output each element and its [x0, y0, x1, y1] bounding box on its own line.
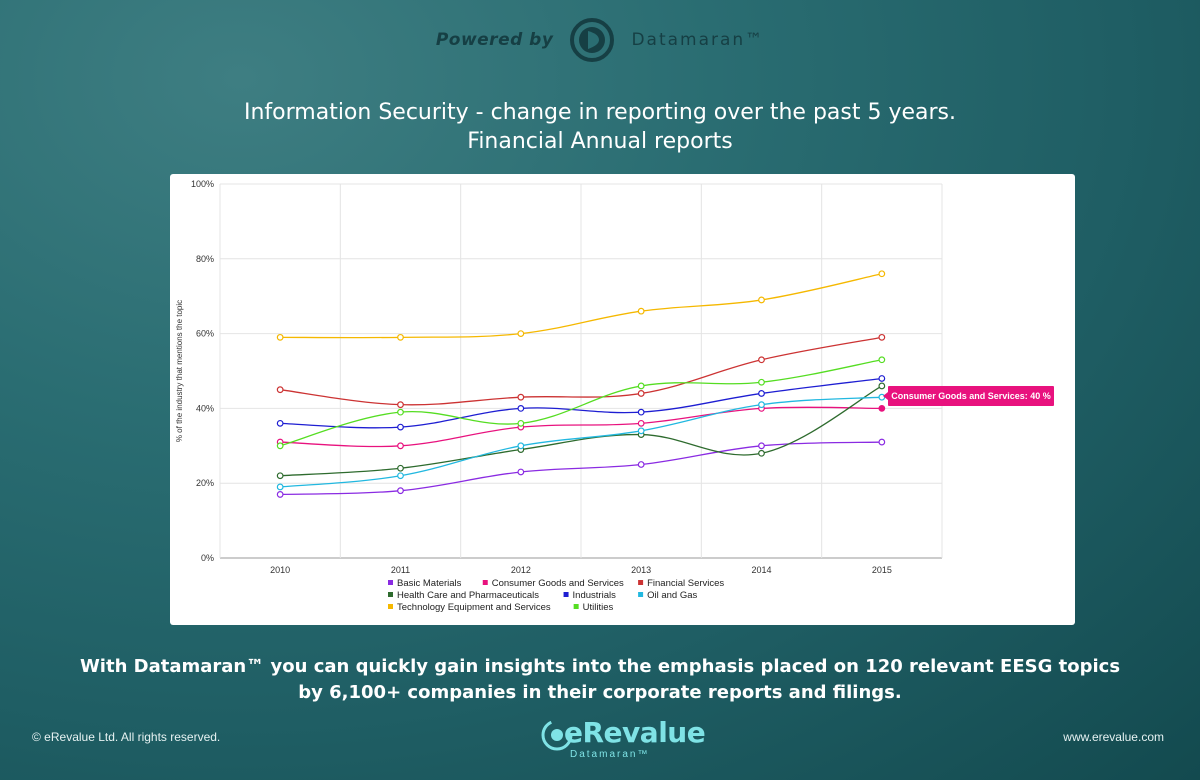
- erevalue-swirl-icon: [541, 719, 573, 751]
- data-point: [397, 472, 404, 480]
- website-link[interactable]: www.erevalue.com: [1063, 730, 1164, 744]
- data-point: [878, 356, 886, 364]
- series-line: [280, 273, 882, 339]
- chart-title-line1: Information Security - change in reporti…: [243, 100, 957, 125]
- data-point: [517, 442, 525, 450]
- data-point: [397, 333, 404, 341]
- data-point: [637, 408, 645, 416]
- y-tick-label: 0%: [201, 553, 214, 563]
- data-point: [637, 390, 645, 397]
- data-point: [758, 442, 765, 450]
- data-point: [758, 296, 765, 304]
- x-tick-label: 2012: [511, 565, 531, 575]
- y-tick-label: 20%: [196, 478, 214, 488]
- promo-text-line2: by 6,100+ companies in their corporate r…: [298, 682, 902, 703]
- data-point: [276, 419, 284, 427]
- data-point: [758, 401, 765, 409]
- legend-label: Utilities: [583, 602, 614, 613]
- data-point: [758, 390, 765, 397]
- legend-swatch: [563, 592, 569, 597]
- datamaran-logo-icon: [570, 18, 615, 62]
- data-point: [397, 464, 404, 472]
- data-point: [276, 386, 284, 394]
- data-point: [276, 333, 284, 341]
- data-point: [637, 419, 645, 427]
- data-point: [397, 442, 404, 450]
- legend-label: Basic Materials: [397, 578, 462, 589]
- data-point: [517, 393, 525, 401]
- legend-swatch: [573, 604, 579, 609]
- line-chart: 0% 20% 40% 60% 80% 100% 2010 2011 2012 2013 2014 20…: [175, 179, 943, 613]
- promo-text-line1: With Datamaran™ you can quickly gain ins…: [79, 656, 1121, 677]
- y-tick-label: 40%: [196, 403, 214, 413]
- powered-by-header: Powered by Datamaran™: [0, 16, 1200, 64]
- chart-title-line2: Financial Annual reports: [467, 129, 733, 154]
- data-point: [276, 483, 284, 491]
- data-point: [517, 404, 525, 412]
- data-point: [878, 404, 886, 412]
- y-tick-label: 100%: [191, 179, 214, 189]
- data-point: [517, 330, 525, 338]
- data-point: [758, 449, 765, 457]
- legend-label: Oil and Gas: [647, 590, 697, 601]
- data-point: [276, 491, 284, 498]
- data-point: [758, 356, 765, 364]
- data-point: [637, 461, 645, 468]
- copyright-text: © eRevalue Ltd. All rights reserved.: [32, 730, 221, 744]
- data-point: [637, 382, 645, 390]
- legend-label: Financial Services: [647, 578, 724, 589]
- data-point: [637, 427, 645, 435]
- x-tick-label: 2013: [631, 565, 651, 575]
- x-tick-label: 2010: [270, 565, 290, 575]
- data-point: [878, 375, 886, 382]
- data-point: [517, 419, 525, 427]
- y-axis-label: % of the industry that mentions the topi…: [175, 300, 184, 442]
- legend-swatch: [482, 580, 488, 585]
- legend-label: Industrials: [573, 590, 617, 601]
- legend-label: Consumer Goods and Services: [492, 578, 624, 589]
- erevalue-logo-text: eRevalue: [564, 716, 706, 749]
- promo-text: With Datamaran™ you can quickly gain ins…: [0, 654, 1200, 706]
- legend-label: Health Care and Pharmaceuticals: [397, 590, 539, 601]
- data-point: [397, 487, 404, 495]
- erevalue-logo[interactable]: eRevalue Datamaran™: [540, 716, 706, 762]
- data-point: [517, 468, 525, 476]
- series-line: [280, 441, 882, 496]
- series-line: [280, 385, 883, 477]
- brand-name: Datamaran™: [631, 30, 765, 50]
- y-tick-label: 60%: [196, 329, 214, 339]
- x-tick-label: 2015: [872, 565, 892, 575]
- y-tick-label: 80%: [196, 254, 214, 264]
- legend-swatch: [388, 580, 393, 585]
- series-line: [279, 359, 882, 447]
- data-point: [637, 307, 645, 315]
- data-point: [397, 423, 404, 431]
- powered-by-label: Powered by: [435, 30, 554, 50]
- data-point: [397, 408, 404, 416]
- data-point: [878, 382, 886, 390]
- legend-swatch: [638, 580, 644, 585]
- data-point: [878, 438, 886, 446]
- series-line: [280, 396, 882, 488]
- chart-title: Information Security - change in reporti…: [0, 98, 1200, 156]
- legend-swatch: [388, 604, 393, 609]
- data-point: [878, 333, 886, 341]
- data-point: [276, 472, 284, 480]
- data-point: [276, 442, 284, 450]
- series-line: [280, 406, 882, 448]
- legend-swatch: [388, 592, 393, 597]
- x-tick-label: 2011: [391, 565, 410, 575]
- data-point: [397, 401, 404, 409]
- data-tooltip: Consumer Goods and Services: 40 %: [883, 386, 1054, 406]
- series-line: [280, 377, 882, 429]
- legend-label: Technology Equipment and Services: [397, 602, 551, 613]
- series-line: [280, 336, 882, 406]
- x-tick-label: 2014: [751, 565, 771, 575]
- erevalue-logo-subtext: Datamaran™: [570, 749, 650, 760]
- data-point: [758, 378, 765, 386]
- data-point: [878, 270, 886, 278]
- legend-swatch: [638, 592, 644, 597]
